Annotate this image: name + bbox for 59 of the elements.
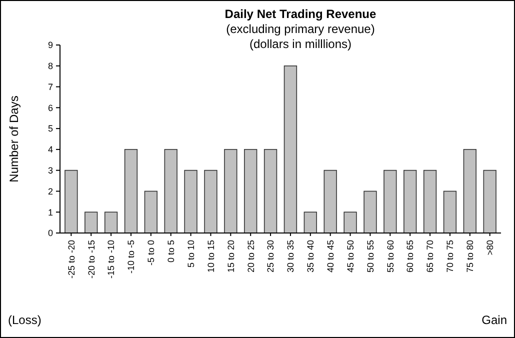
bar — [423, 170, 437, 234]
bar — [264, 149, 278, 234]
bar — [244, 149, 258, 234]
x-tick-label: 45 to 50 — [345, 240, 356, 273]
bar — [344, 212, 357, 234]
bar — [384, 170, 397, 234]
bar — [184, 170, 198, 234]
y-tick-label: 4 — [48, 144, 53, 155]
y-tick-label: 0 — [48, 228, 53, 238]
x-tick-label: 65 to 70 — [425, 240, 436, 273]
y-tick-label: 8 — [48, 61, 53, 72]
y-tick-label: 3 — [48, 165, 53, 176]
x-tick-label: 40 to 45 — [325, 240, 336, 273]
x-tick-label: -10 to -5 — [126, 240, 136, 274]
x-tick-label: 75 to 80 — [465, 240, 476, 273]
y-tick-label: 5 — [48, 124, 53, 134]
bar — [104, 212, 118, 234]
x-tick-label: >80 — [484, 240, 495, 256]
x-tick-label: 70 to 75 — [445, 240, 456, 273]
bar — [84, 212, 98, 234]
bar — [304, 212, 317, 234]
y-tick-label: 7 — [48, 82, 53, 92]
bar — [64, 170, 78, 234]
x-tick-label: 50 to 55 — [365, 240, 376, 273]
bar — [204, 170, 218, 234]
y-tick-label: 9 — [48, 40, 53, 50]
bar — [463, 149, 476, 234]
bar — [284, 65, 298, 234]
x-tick-label: -5 to 0 — [146, 240, 156, 266]
x-tick-label: -20 to -15 — [86, 240, 96, 279]
x-tick-label: 5 to 10 — [186, 240, 196, 268]
x-tick-label: -15 to -10 — [106, 240, 116, 279]
bar — [443, 190, 457, 234]
text: Gain — [482, 313, 507, 327]
chart-subtitle: (excluding primary revenue) (dollars in milllions) — [226, 22, 375, 51]
bar — [404, 170, 417, 234]
bar — [324, 170, 337, 234]
x-tick-label: 20 to 25 — [246, 240, 256, 273]
y-axis-title: Number of Days — [7, 96, 21, 182]
x-tick-label: 55 to 60 — [385, 240, 396, 273]
x-tick-label: 10 to 15 — [206, 240, 216, 273]
bar — [364, 190, 377, 234]
x-tick-label: 25 to 30 — [266, 240, 276, 273]
x-tick-label: 35 to 40 — [306, 240, 316, 273]
bar — [144, 190, 158, 234]
bar — [164, 149, 178, 234]
x-tick-label: 60 to 65 — [405, 240, 416, 273]
x-tick-label: 30 to 35 — [286, 240, 296, 273]
y-tick-label: 6 — [48, 102, 53, 113]
chart-title: Daily Net Trading Revenue — [224, 7, 377, 21]
bar — [224, 149, 238, 234]
bar — [483, 170, 496, 234]
x-tick-label: 15 to 20 — [226, 240, 236, 273]
x-tick-label: 0 to 5 — [166, 240, 176, 263]
text: (Loss) — [8, 313, 42, 327]
bar — [124, 149, 138, 234]
y-tick-label: 2 — [48, 186, 53, 196]
y-tick-label: 1 — [48, 207, 53, 218]
x-tick-label: -25 to -20 — [66, 240, 76, 279]
